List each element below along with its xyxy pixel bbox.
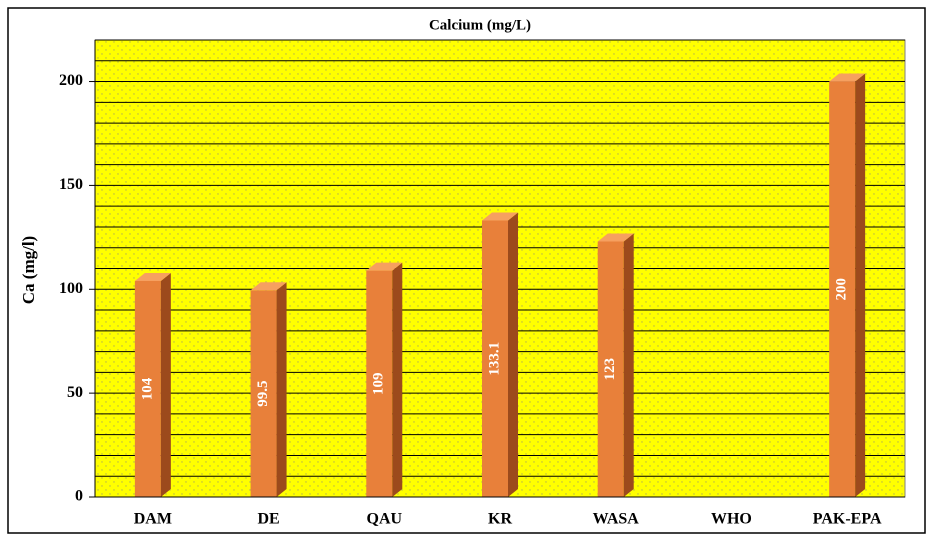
bar [597,241,624,497]
data-label: 200 [834,278,850,301]
bar-side [392,262,403,497]
x-tick-label: WASA [593,511,640,528]
data-label: 133.1 [486,342,502,376]
y-axis-label: Ca (mg/l) [19,236,38,304]
bar-top [366,262,403,271]
bar [482,220,508,497]
bar-side [623,233,634,497]
x-tick-label: QAU [367,511,403,528]
bar-side [508,212,518,497]
bar-side [276,282,287,497]
x-tick-label: DAM [134,511,172,528]
bar-top [597,233,634,242]
bar-side [855,73,866,497]
bar [366,270,393,497]
y-tick-label: 150 [59,176,83,193]
bar [250,290,277,497]
y-tick-label: 50 [67,384,83,401]
x-tick-label: KR [488,511,512,528]
y-tick-label: 200 [59,72,83,89]
x-tick-label: DE [257,511,279,528]
data-label: 104 [139,377,155,400]
bar [829,81,856,497]
bar [134,280,161,497]
data-label: 109 [371,373,387,396]
data-label: 123 [602,358,618,381]
x-tick-label: WHO [711,511,752,528]
bar-top [250,282,287,291]
bar-top [829,73,866,82]
data-label: 99.5 [255,381,271,407]
x-tick-label: PAK-EPA [813,511,882,528]
bar-top [482,212,518,221]
bar-top [134,272,171,281]
y-tick-label: 0 [75,488,83,505]
chart-title: Calcium (mg/L) [429,17,531,33]
y-tick-label: 100 [59,280,83,297]
bar-side [160,272,171,497]
